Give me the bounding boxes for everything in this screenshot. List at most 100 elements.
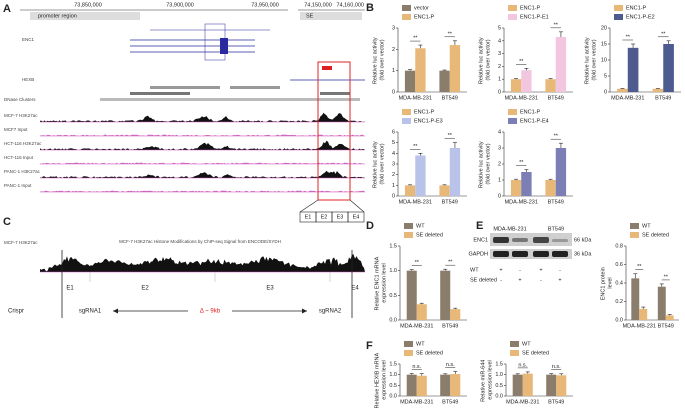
significance-label: **	[448, 31, 453, 37]
significance-label: **	[448, 133, 453, 139]
y-tick-label: 0.0	[495, 393, 503, 399]
sign: -	[500, 277, 502, 283]
arrowhead	[302, 308, 307, 314]
band	[533, 237, 549, 243]
gene-label: ENC1	[22, 37, 35, 42]
dnase-block	[230, 86, 280, 89]
panel-c: MCF-7 H3K27ac MCF-7 H3K27ac Histone Modi…	[4, 239, 365, 318]
bar	[440, 270, 451, 320]
y-tick-label: 0.4	[615, 280, 623, 286]
x-tick-label: MDA-MB-231	[400, 323, 433, 329]
blot-membrane	[490, 249, 572, 259]
bar	[440, 374, 451, 396]
label-line: Relative HEXIB mRNA	[375, 352, 381, 409]
enhancer-label: E2	[141, 286, 149, 292]
bar	[450, 374, 461, 396]
y-tick-label: 3	[392, 161, 395, 167]
y-tick-label: 5	[604, 73, 607, 79]
legend-swatch	[508, 14, 517, 20]
track-label: HCT-116 H3K27ac	[4, 141, 42, 146]
y-tick-label: 2	[498, 64, 501, 70]
significance-label: **	[554, 134, 559, 140]
legend-swatch	[402, 118, 411, 124]
y-tick-label: 20	[601, 25, 607, 31]
significance-label: **	[664, 274, 669, 280]
legend-swatch	[508, 5, 517, 11]
label-line: (fold over vector)	[380, 143, 386, 184]
coordinate: 74,160,000	[336, 2, 364, 8]
arrowhead	[113, 308, 118, 314]
x-tick-label: BT549	[548, 199, 564, 205]
legend-swatch	[630, 232, 639, 238]
signal	[40, 162, 365, 164]
x-tick-label: MDA-MB-231	[611, 95, 644, 101]
panel-label: A	[3, 3, 11, 15]
legend-swatch	[404, 223, 413, 229]
condition-label: SE deleted	[470, 277, 497, 283]
significance-label: **	[661, 31, 666, 37]
sgrna-label: sgRNA1	[79, 309, 102, 315]
label-line: Relative miR-644	[481, 358, 487, 402]
y-axis-label: Relative ENC1 mRNA expression level	[375, 255, 388, 310]
band	[533, 251, 549, 257]
legend-swatch	[404, 232, 413, 238]
enhancer-box	[347, 211, 365, 223]
significance-label: n.s.	[412, 364, 421, 370]
y-tick-label: 2	[498, 161, 501, 167]
dnase-label: DNase Clusters	[4, 97, 36, 102]
panel-label: D	[366, 220, 374, 232]
significance-label: **	[519, 59, 524, 65]
bar	[639, 308, 648, 320]
bar	[627, 47, 639, 92]
y-tick-label: 0	[604, 89, 607, 95]
bar	[631, 278, 640, 320]
y-tick-label: 10	[601, 57, 607, 63]
dnase-block	[320, 92, 350, 95]
sign: +	[518, 277, 521, 283]
band	[493, 237, 509, 243]
gene-label: HEXB	[22, 77, 34, 82]
y-tick-label: 4	[498, 38, 501, 44]
legend-swatch	[402, 109, 411, 115]
legend-swatch	[508, 118, 517, 124]
condition-label: WT	[470, 267, 479, 273]
band	[512, 238, 528, 242]
y-tick-label: 1.0	[495, 372, 503, 378]
enhancer-label: E4	[351, 286, 359, 292]
y-tick-label: 5	[392, 140, 395, 146]
legend-swatch	[614, 14, 623, 20]
legend-label: WT	[416, 223, 425, 229]
y-tick-label: 0.6	[615, 262, 623, 268]
bar	[416, 304, 427, 320]
y-axis-label: Relative luc activity (fold over vector)	[373, 140, 386, 188]
legend-label: SE deleted	[642, 232, 669, 238]
legend-label: ENC1-P-E3	[414, 118, 443, 124]
y-tick-label: 0.5	[495, 383, 503, 389]
enhancer-label: E3	[266, 286, 274, 292]
track-label: PANC-1 H3K27ac	[4, 169, 41, 174]
y-tick-label: 2	[392, 172, 395, 178]
legend-swatch	[402, 14, 411, 20]
legend-label: ENC1-P	[520, 109, 541, 115]
bar	[546, 374, 557, 396]
bar	[556, 375, 567, 396]
label-line: expression level	[382, 360, 388, 399]
promoter-box	[30, 12, 140, 20]
bar	[415, 155, 426, 196]
y-tick-label: 1	[392, 68, 395, 74]
bar	[510, 180, 522, 196]
sign: -	[519, 267, 521, 273]
se-box	[300, 12, 362, 20]
y-tick-label: 4	[392, 151, 395, 157]
signal-track	[40, 254, 365, 273]
band	[512, 251, 528, 257]
y-tick-label: 2	[392, 47, 395, 53]
panel-a: 73,850,000 73,900,000 73,950,000 74,150,…	[4, 2, 365, 223]
label-line: expression level	[488, 360, 494, 399]
y-axis-label: Relative luc activity (fold over vector)	[479, 140, 492, 188]
y-tick-label: 1	[392, 183, 395, 189]
x-tick-label: BT549	[442, 95, 458, 101]
protein-label: ENC1	[473, 237, 488, 243]
x-tick-label: BT549	[442, 199, 458, 205]
x-tick-label: BT549	[442, 399, 458, 405]
